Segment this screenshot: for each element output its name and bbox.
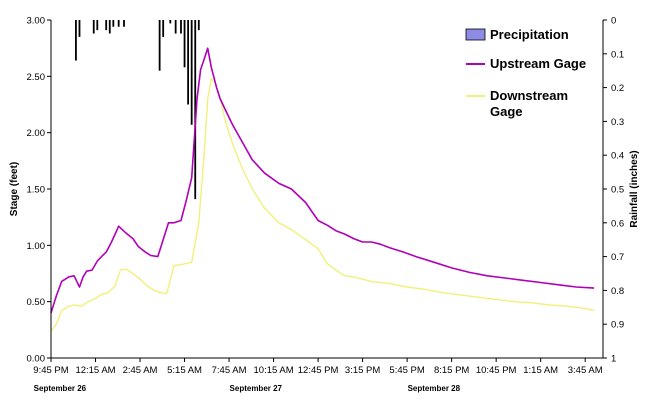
date-label: September 26 (34, 384, 87, 393)
y2-tick-label: 0.1 (611, 49, 624, 60)
x-tick-label: 8:15 PM (434, 365, 469, 376)
y2-tick-label: 1 (611, 354, 616, 365)
precipitation-bar (112, 20, 115, 27)
precipitation-bar (197, 20, 200, 31)
precipitation-bar (174, 20, 177, 34)
legend-label-upstream: Upstream Gage (490, 56, 586, 71)
date-label: September 28 (408, 384, 461, 393)
series-lines (50, 47, 595, 332)
precipitation-bar (180, 20, 182, 34)
x-tick-label: 1:15 AM (523, 365, 558, 376)
x-tick-label: 7:45 AM (212, 365, 247, 376)
y2-tick-label: 0.6 (611, 218, 624, 229)
x-tick-label: 5:45 PM (389, 365, 424, 376)
date-label: September 27 (230, 384, 283, 393)
y-tick-label: 2.00 (27, 128, 46, 139)
precipitation-bar (169, 20, 172, 24)
x-tick-label: 5:15 AM (167, 365, 202, 376)
y2-tick-label: 0.2 (611, 83, 624, 94)
x-axis-ticks: 9:45 PM 12:15 AM 2:45 AM 5:15 AM 7:45 AM 10:1… (33, 358, 603, 376)
legend: Precipitation Upstream Gage Downstream Ga… (465, 27, 586, 119)
precipitation-bars (75, 20, 200, 200)
precipitation-bar (158, 20, 161, 71)
precipitation-bar (92, 20, 95, 34)
x-tick-label: 3:45 AM (568, 365, 603, 376)
x-tick-label: 12:45 PM (298, 365, 339, 376)
y2-tick-label: 0.7 (611, 252, 624, 263)
precipitation-bar (96, 20, 99, 31)
precipitation-bar (108, 20, 111, 34)
precipitation-bar (187, 20, 190, 105)
precipitation-bar (75, 20, 77, 61)
left-y-axis-ticks: 0.00 0.50 1.00 1.50 2.00 2.50 3.00 (27, 16, 51, 365)
y-tick-label: 3.00 (27, 16, 46, 27)
legend-label-downstream: Downstream Gage (490, 88, 568, 119)
y-tick-label: 1.00 (27, 241, 46, 252)
right-y-axis-ticks: 0 0.1 0.2 0.3 0.4 0.5 0.6 0.7 0.8 0.9 1 (603, 16, 624, 365)
precipitation-bar (194, 20, 197, 200)
precipitation-bar (117, 20, 120, 27)
x-tick-label: 10:15 AM (254, 365, 294, 376)
legend-label-precipitation: Precipitation (490, 27, 569, 42)
y-tick-label: 0.00 (27, 354, 46, 365)
precipitation-bar (183, 20, 186, 68)
y2-tick-label: 0.9 (611, 320, 624, 331)
legend-swatch-precipitation (465, 28, 486, 41)
y-tick-label: 0.50 (27, 297, 46, 308)
precipitation-bar (123, 20, 125, 27)
y2-tick-label: 0.3 (611, 117, 624, 128)
x-tick-label: 12:15 AM (75, 365, 115, 376)
left-y-axis-title: Stage (feet) (9, 162, 20, 216)
y-tick-label: 2.50 (27, 72, 46, 83)
right-y-axis-title: Rainfall (inches) (629, 150, 640, 227)
date-labels: September 26 September 27 September 28 (34, 384, 461, 393)
x-tick-label: 3:15 PM (345, 365, 380, 376)
upstream-gage-line (50, 47, 595, 314)
precipitation-bar (162, 20, 165, 37)
x-tick-label: 9:45 PM (33, 365, 68, 376)
y-tick-label: 1.50 (27, 185, 46, 196)
x-tick-label: 2:45 AM (123, 365, 158, 376)
x-tick-label: 10:45 PM (476, 365, 517, 376)
precipitation-bar (190, 20, 193, 125)
y2-tick-label: 0 (611, 16, 616, 27)
y2-tick-label: 0.4 (611, 151, 624, 162)
y2-tick-label: 0.8 (611, 286, 624, 297)
precipitation-bar (105, 20, 108, 31)
precipitation-bar (78, 20, 81, 37)
y2-tick-label: 0.5 (611, 185, 624, 196)
